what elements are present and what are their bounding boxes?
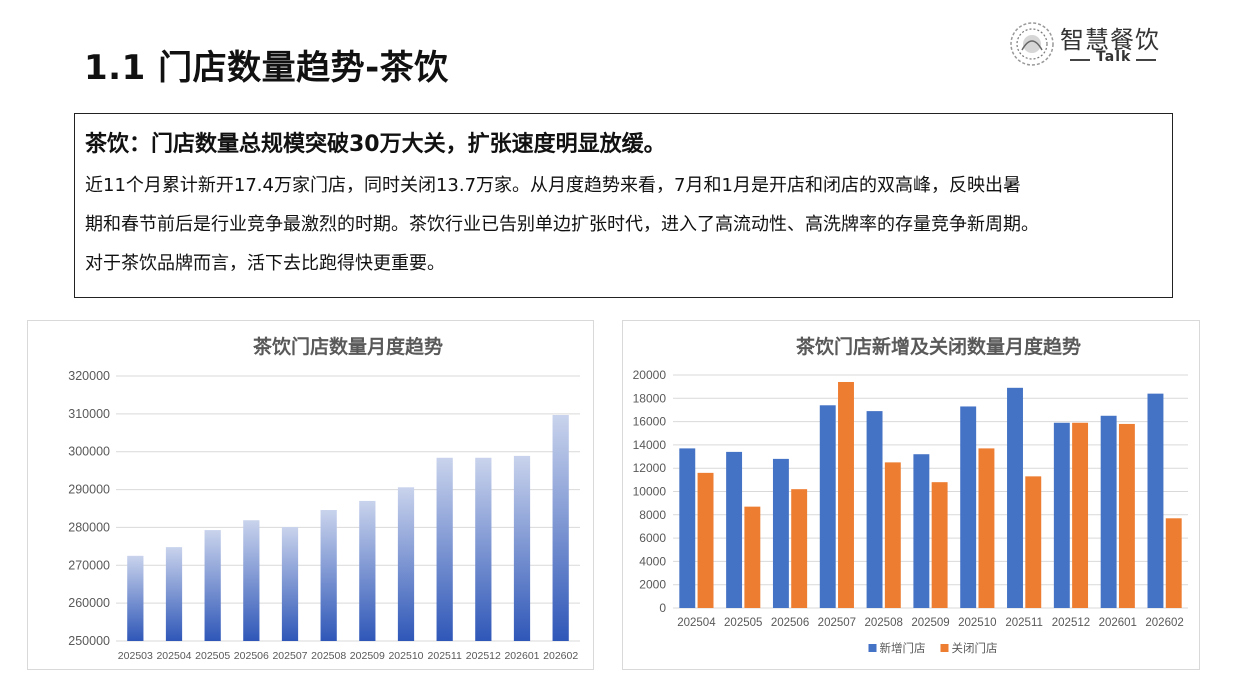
bar-opened xyxy=(1053,422,1070,608)
bar-opened xyxy=(1147,393,1164,608)
x-tick-label: 202510 xyxy=(958,617,996,629)
bar-closed xyxy=(978,448,995,608)
y-tick-label: 14000 xyxy=(633,438,667,452)
y-tick-label: 310000 xyxy=(68,407,110,421)
brand-logo: 智慧餐饮 Talk xyxy=(1008,18,1173,70)
bar-closed xyxy=(1072,422,1089,608)
bar-opened xyxy=(819,405,836,608)
y-tick-label: 280000 xyxy=(68,520,110,534)
legend-swatch xyxy=(868,644,877,652)
x-tick-label: 202503 xyxy=(118,650,153,662)
bar xyxy=(552,414,569,641)
x-tick-label: 202505 xyxy=(724,617,762,629)
x-tick-label: 202504 xyxy=(677,617,716,629)
x-tick-label: 202509 xyxy=(350,650,385,662)
x-tick-label: 202507 xyxy=(818,617,856,629)
x-tick-label: 202511 xyxy=(428,650,462,662)
bar xyxy=(320,510,337,641)
y-tick-label: 250000 xyxy=(68,634,110,648)
chart-title: 茶饮门店新增及关闭数量月度趋势 xyxy=(796,335,1081,358)
x-tick-label: 202509 xyxy=(911,617,949,629)
x-tick-label: 202508 xyxy=(864,617,902,629)
bar-opened xyxy=(772,458,789,608)
open-close-chart-svg: 茶饮门店新增及关闭数量月度趋势 0 2000 4000 6000 8000 10000 120… xyxy=(633,335,1188,655)
summary-headline: 茶饮：门店数量总规模突破30万大关，扩张速度明显放缓。 xyxy=(85,132,666,157)
y-tick-label: 8000 xyxy=(639,508,666,522)
bar-opened xyxy=(679,448,696,608)
summary-line: 期和春节前后是行业竞争最激烈的时期。茶饮行业已告别单边扩张时代，进入了高流动性、… xyxy=(85,214,1039,235)
bar-closed xyxy=(931,482,948,608)
x-tick-label: 202511 xyxy=(1005,617,1043,629)
bar-opened xyxy=(866,411,883,608)
bar-closed xyxy=(1118,423,1135,608)
y-tick-label: 320000 xyxy=(68,369,110,383)
summary-box: 茶饮：门店数量总规模突破30万大关，扩张速度明显放缓。 近11个月累计新开17.… xyxy=(74,113,1173,298)
logo-sub: Talk xyxy=(1096,49,1132,65)
bar-opened xyxy=(726,451,743,608)
x-tick-label: 202510 xyxy=(388,650,423,662)
page-title: 1.1 门店数量趋势-茶饮 xyxy=(84,48,449,88)
y-tick-label: 0 xyxy=(659,601,666,615)
summary-body: 近11个月累计新开17.4万家门店，同时关闭13.7万家。从月度趋势来看，7月和… xyxy=(85,166,1162,283)
bar-closed xyxy=(884,462,901,608)
bar xyxy=(243,520,260,641)
y-tick-label: 20000 xyxy=(633,368,667,382)
bar-opened xyxy=(913,454,930,608)
y-tick-label: 2000 xyxy=(639,578,666,592)
x-tick-label: 202602 xyxy=(1145,617,1183,629)
bar xyxy=(127,555,144,641)
store-count-chart: 茶饮门店数量月度趋势 250000 260000 270000 280000 290000… xyxy=(27,320,594,670)
x-tick-label: 202505 xyxy=(195,650,230,662)
bar-closed xyxy=(697,472,714,608)
y-tick-label: 12000 xyxy=(633,461,667,475)
logo-name: 智慧餐饮 xyxy=(1060,26,1160,54)
bar-closed xyxy=(1025,476,1042,608)
x-tick-label: 202506 xyxy=(234,650,269,662)
x-tick-label: 202601 xyxy=(1099,617,1137,629)
x-tick-label: 202508 xyxy=(311,650,346,662)
bar xyxy=(359,500,376,641)
legend-label: 关闭门店 xyxy=(952,641,998,655)
bar xyxy=(513,455,531,641)
logo-emblem-icon xyxy=(1010,22,1054,66)
y-tick-label: 18000 xyxy=(633,391,667,405)
summary-line: 对于茶饮品牌而言，活下去比跑得快更重要。 xyxy=(85,253,445,274)
x-tick-label: 202507 xyxy=(272,650,307,662)
bar-closed xyxy=(838,381,854,608)
y-tick-label: 260000 xyxy=(68,596,110,610)
y-tick-label: 290000 xyxy=(68,483,110,497)
x-tick-label: 202512 xyxy=(466,650,501,662)
x-tick-label: 202504 xyxy=(156,650,191,662)
store-count-chart-svg: 茶饮门店数量月度趋势 250000 260000 270000 280000 290000… xyxy=(68,335,580,662)
x-tick-label: 202601 xyxy=(504,650,539,662)
y-tick-label: 16000 xyxy=(633,415,667,429)
logo-dash-left xyxy=(1070,59,1090,61)
y-tick-label: 4000 xyxy=(639,554,666,568)
y-tick-label: 10000 xyxy=(633,485,667,499)
y-tick-label: 270000 xyxy=(68,558,110,572)
open-close-chart: 茶饮门店新增及关闭数量月度趋势 0 2000 4000 6000 8000 10000 120… xyxy=(622,320,1200,670)
bar-closed xyxy=(791,489,808,608)
bar xyxy=(475,457,492,641)
legend-label: 新增门店 xyxy=(880,641,926,655)
y-tick-label: 6000 xyxy=(639,531,666,545)
bar xyxy=(165,547,183,641)
chart-title: 茶饮门店数量月度趋势 xyxy=(253,335,443,358)
x-tick-label: 202512 xyxy=(1052,617,1090,629)
legend-swatch xyxy=(940,644,949,652)
bar xyxy=(397,487,415,641)
bar xyxy=(436,457,453,641)
bar xyxy=(204,530,221,641)
bar xyxy=(281,527,299,641)
bar-closed xyxy=(1165,518,1182,608)
bar-opened xyxy=(1007,387,1023,608)
bar-closed xyxy=(744,506,761,608)
x-tick-label: 202602 xyxy=(543,650,578,662)
summary-line: 近11个月累计新开17.4万家门店，同时关闭13.7万家。从月度趋势来看，7月和… xyxy=(85,175,1021,196)
bar-opened xyxy=(1100,415,1117,608)
logo-dash-right xyxy=(1136,59,1156,61)
bar-opened xyxy=(960,406,977,608)
y-tick-label: 300000 xyxy=(68,445,110,459)
x-tick-label: 202506 xyxy=(771,617,809,629)
